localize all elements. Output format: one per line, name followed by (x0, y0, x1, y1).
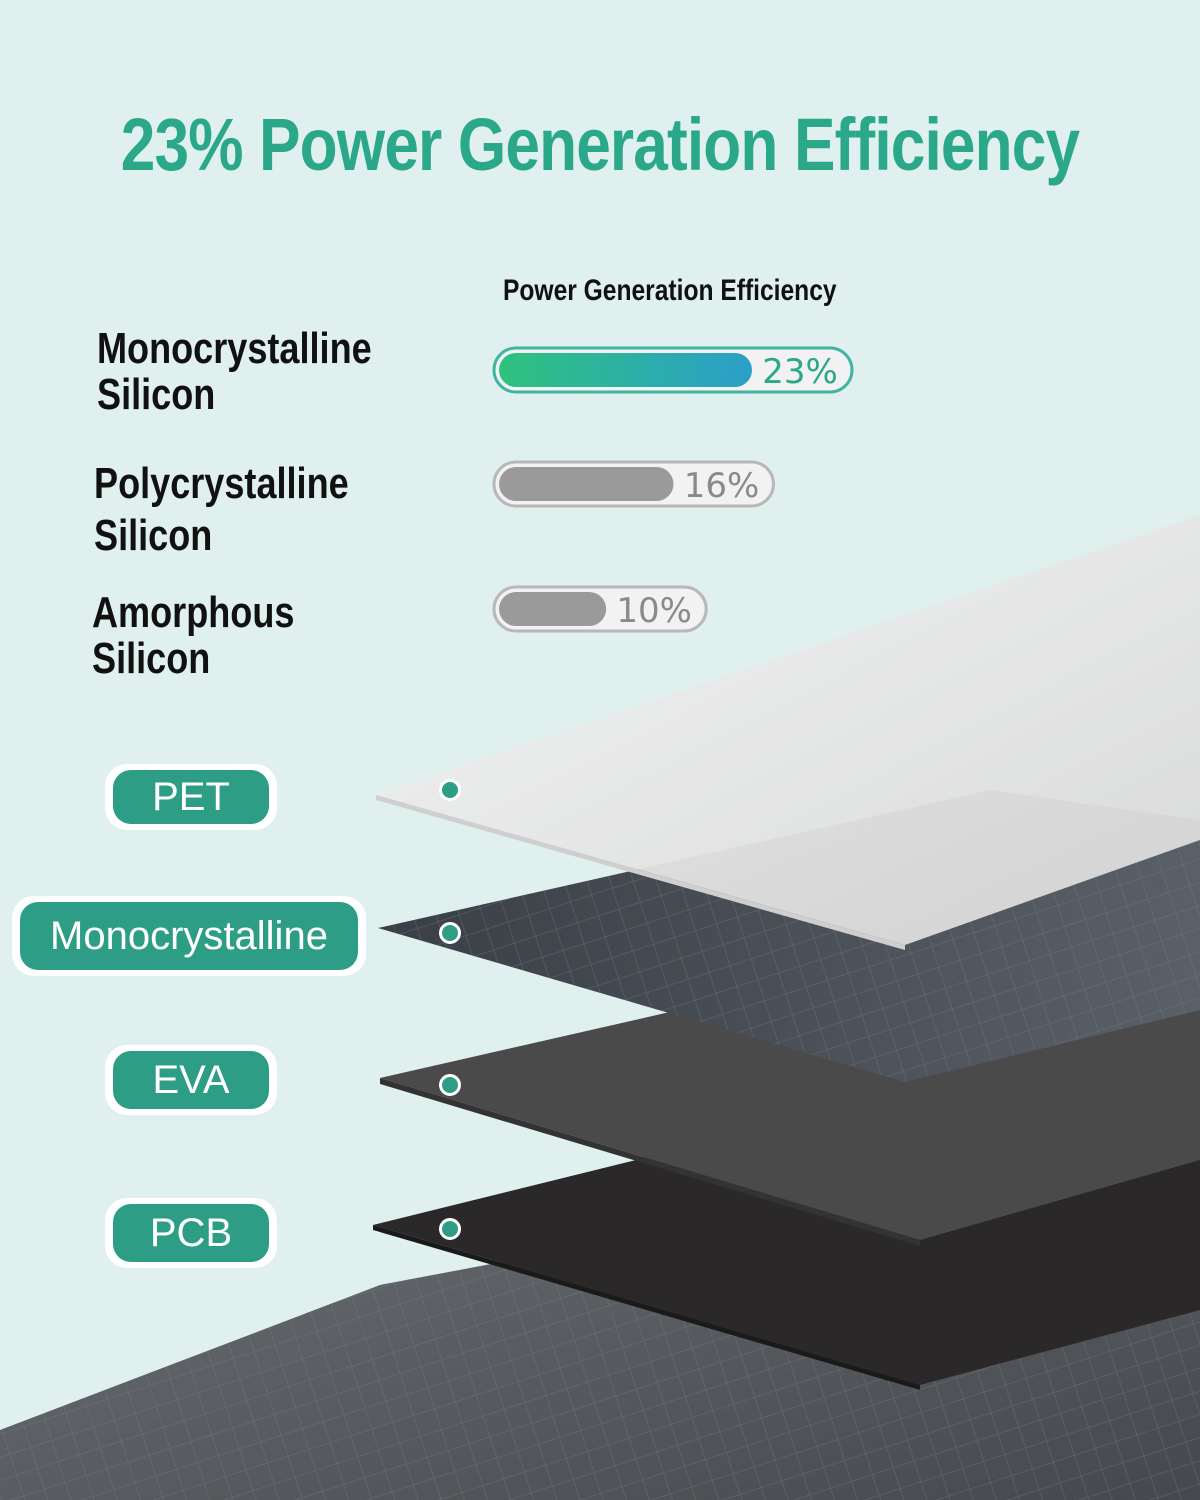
bar-fill (499, 592, 607, 626)
layer-label-text: Monocrystalline (20, 902, 358, 970)
bar-value-label: 23% (762, 352, 838, 392)
row-label-polycrystalline: Polycrystalline Silicon (94, 458, 349, 562)
layer-label-text: PCB (113, 1204, 269, 1262)
row-label-monocrystalline: Monocrystalline Silicon (97, 326, 372, 418)
bar-value-label: 16% (684, 466, 760, 506)
row-label-line2: Silicon (94, 511, 213, 560)
row-label-amorphous: Amorphous Silicon (92, 590, 294, 682)
page-headline: 23% Power Generation Efficiency (120, 103, 1080, 186)
layer-label-text: EVA (113, 1051, 269, 1109)
eva-marker-dot (439, 1074, 461, 1096)
row-label-line1: Polycrystalline (94, 459, 349, 508)
row-label-line2: Silicon (97, 370, 216, 419)
layer-label-monocrystalline: Monocrystalline (12, 896, 366, 976)
bar-fill (499, 467, 674, 501)
chart-title: Power Generation Efficiency (503, 274, 837, 307)
pet-layer (376, 515, 1200, 945)
pet-marker-dot (439, 779, 461, 801)
mono-marker-dot (439, 922, 461, 944)
layer-label-text: PET (113, 770, 269, 824)
bar-value-label: 10% (616, 591, 692, 631)
pcb-marker-dot (439, 1218, 461, 1240)
layer-label-eva: EVA (105, 1045, 277, 1115)
row-label-line1: Amorphous (92, 588, 295, 637)
layer-label-pcb: PCB (105, 1198, 277, 1268)
row-label-line2: Silicon (92, 634, 211, 683)
bar-fill (499, 353, 752, 387)
layer-label-pet: PET (105, 764, 277, 830)
row-label-line1: Monocrystalline (97, 324, 372, 373)
